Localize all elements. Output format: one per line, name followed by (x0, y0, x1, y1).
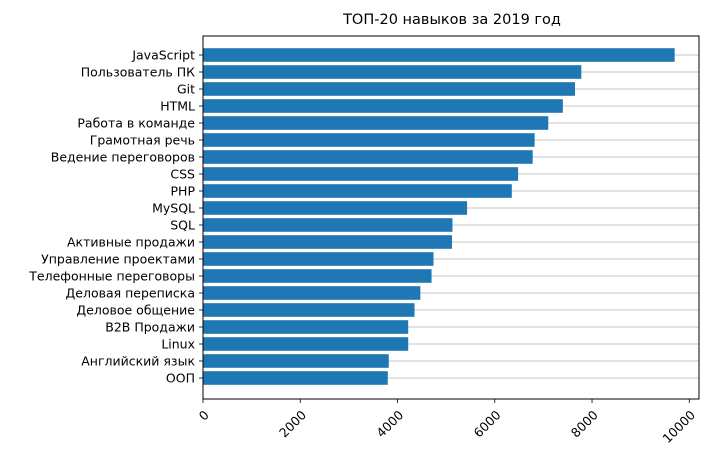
bar (203, 252, 434, 266)
bar (203, 218, 453, 232)
y-tick-label: Деловое общение (76, 303, 195, 318)
y-tick-label: Английский язык (81, 354, 195, 369)
x-tick-label: 0 (196, 407, 212, 423)
bar (203, 320, 409, 334)
y-tick-label: Ведение переговоров (51, 150, 195, 165)
x-tick-label: 6000 (471, 407, 504, 440)
y-tick-label: Linux (161, 337, 195, 352)
chart-title: ТОП-20 навыков за 2019 год (342, 12, 561, 28)
x-tick-label: 8000 (568, 407, 601, 440)
y-tick-label: Активные продажи (67, 235, 195, 250)
y-tick-label: Работа в команде (77, 116, 195, 131)
bar (203, 184, 512, 198)
y-tick-label: PHP (171, 184, 196, 199)
bar (203, 150, 533, 164)
bar (203, 82, 575, 96)
y-tick-label: ООП (166, 371, 195, 386)
bar (203, 167, 519, 181)
plot-frame (202, 35, 700, 400)
bars (203, 48, 675, 385)
bar (203, 99, 563, 113)
bar (203, 65, 582, 79)
y-tick-label: SQL (170, 218, 195, 233)
bar (203, 235, 452, 249)
bar (203, 201, 468, 215)
y-tick-label: Грамотная речь (90, 133, 195, 148)
x-tick-label: 4000 (373, 407, 406, 440)
bar (203, 48, 675, 62)
y-tick-label: JavaScript (131, 48, 195, 63)
y-tick-label: HTML (160, 99, 195, 114)
bar (203, 133, 535, 147)
bar (203, 337, 409, 351)
y-tick-label: MySQL (152, 201, 195, 216)
x-ticks: 0 2000 4000 6000 8000 10000 (196, 399, 698, 446)
bar (203, 286, 421, 300)
bar (203, 116, 549, 130)
bar (203, 303, 415, 317)
y-tick-label: Пользователь ПК (81, 65, 195, 80)
y-tick-labels: JavaScript Пользователь ПК Git HTML Работа в… (28, 48, 203, 386)
bar (203, 354, 389, 368)
bar (203, 269, 432, 283)
y-tick-label: Деловая переписка (66, 286, 195, 301)
y-tick-label: Телефонные переговоры (28, 269, 195, 284)
x-tick-label: 10000 (659, 407, 698, 446)
bar (203, 371, 388, 385)
y-tick-label: CSS (170, 167, 195, 182)
y-tick-label: Управление проектами (41, 252, 195, 267)
y-tick-label: B2B Продажи (105, 320, 195, 335)
y-tick-label: Git (177, 82, 195, 97)
x-tick-label: 2000 (276, 407, 309, 440)
